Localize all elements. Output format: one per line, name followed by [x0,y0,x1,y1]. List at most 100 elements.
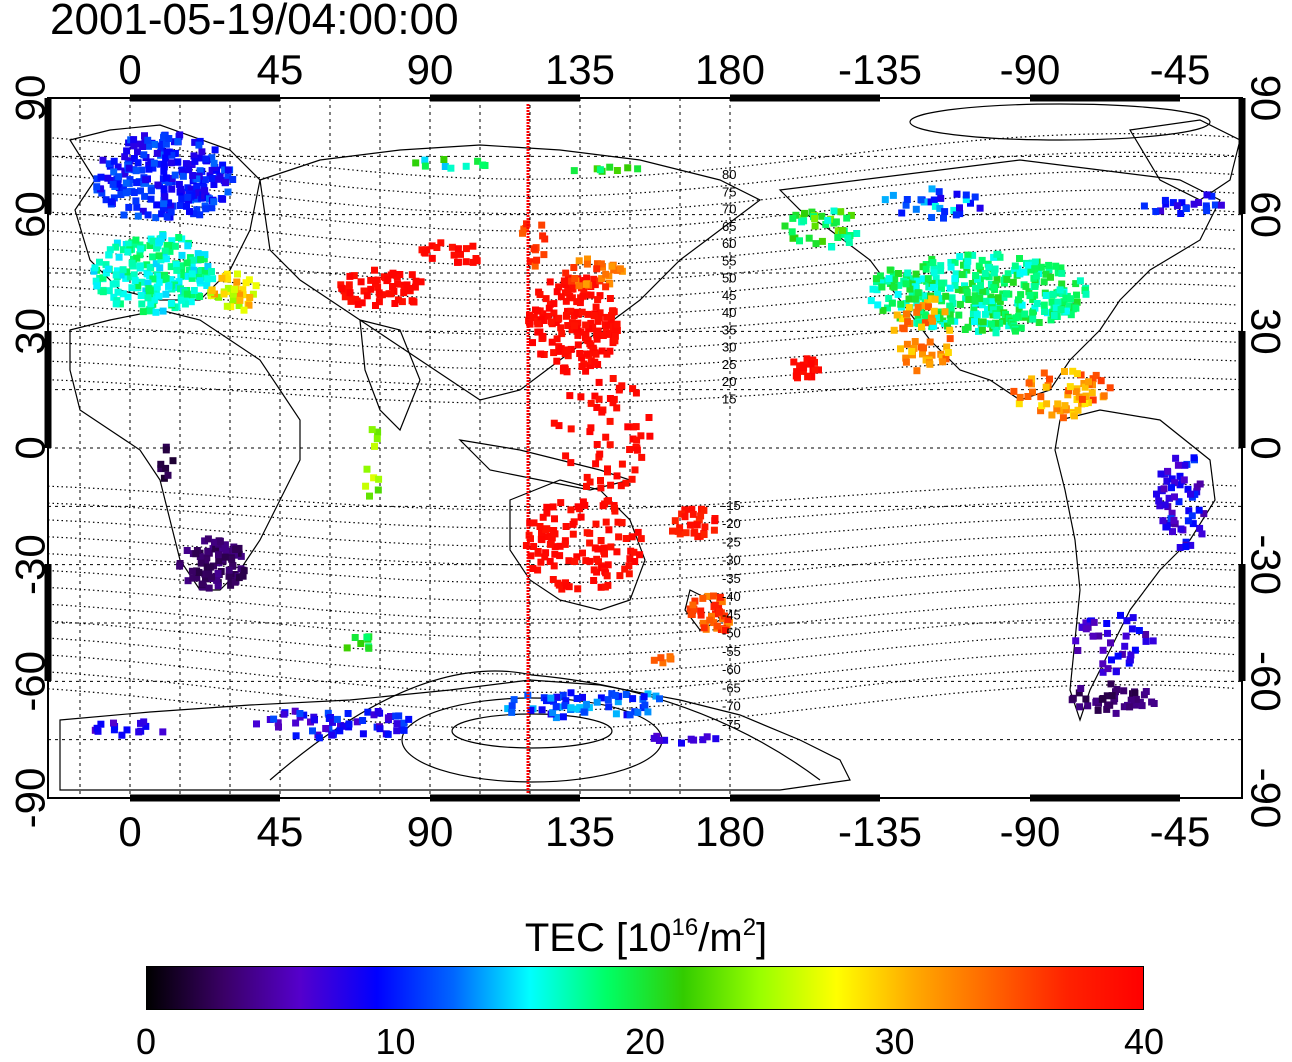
tec-point [688,505,696,513]
tec-point [944,322,951,330]
tec-point [1152,208,1160,215]
maglat-label: 30 [722,340,736,355]
tec-point [1020,268,1028,276]
tec-point [105,160,113,168]
tec-point [519,229,526,237]
tec-point [553,693,561,701]
tec-point [138,278,146,286]
tec-point [687,735,695,743]
tec-point [389,283,396,290]
tec-point [132,236,140,244]
tec-point [976,266,984,274]
tec-point [130,155,138,162]
tec-point [110,726,118,734]
tec-point [951,275,959,283]
tec-point [1094,706,1102,714]
tec-point [1027,266,1035,274]
tec-point [935,188,943,196]
tec-point [971,193,979,201]
tec-point [594,327,602,335]
tec-point [360,287,368,295]
tec-point [384,730,392,738]
tec-point [954,286,962,293]
tec-point [587,362,594,370]
tec-point [975,327,982,335]
tec-point [1126,656,1134,664]
tec-point [550,562,558,570]
tec-point [551,543,559,551]
tec-point [582,700,590,708]
tec-point [522,542,530,549]
tec-point [1047,316,1055,324]
tec-point [701,523,709,531]
tec-point [976,204,984,212]
tec-point [1040,369,1048,377]
magnetic-latitude-labels: 80 75 70 65 60 55 50 45 40 35 30 25 20 15 -15 -20 -25 -30… [722,167,741,732]
tec-point [994,294,1002,302]
tec-point [700,531,708,538]
tec-point [112,271,120,279]
tec-world-map: 0 45 90 135 180 -135 -90 -45 0 45 90 135 180 -135 -90… [7,46,1290,855]
tec-point [914,303,922,311]
tec-point [193,183,201,190]
tec-point [603,313,611,321]
tec-point [175,278,183,286]
tec-point [583,529,591,537]
tec-point [118,731,126,739]
tec-point [1081,286,1089,294]
tec-point [914,276,922,284]
tec-point [454,258,461,266]
tec-point [359,730,367,738]
tec-point [157,465,165,473]
tec-point [325,715,333,722]
tec-point [270,715,278,723]
tec-point [1195,199,1202,206]
tec-point [275,723,282,731]
tec-point [958,271,966,278]
tec-point [543,509,551,517]
tec-point [939,358,947,366]
tec-point [142,722,150,730]
tec-point [645,414,653,421]
tec-point [808,373,816,381]
tec-point [1142,688,1150,695]
tec-point [1078,623,1086,631]
tec-point [154,181,162,189]
tec-point [553,335,561,343]
coastline-africa [69,309,301,591]
tec-point [590,275,598,283]
tec-point [421,162,429,170]
tec-point [614,518,622,526]
tec-point [208,573,216,581]
tec-point [93,282,101,290]
tec-point [1089,396,1097,404]
tec-point [343,644,351,652]
tec-point [803,355,811,363]
tec-point [578,363,586,370]
tec-point [1069,694,1077,702]
tec-point [354,300,362,308]
tec-point [160,200,168,208]
tec-point [137,245,145,253]
tec-point [105,251,113,259]
tec-point [631,558,639,565]
tec-point [801,209,808,217]
tec-point [1054,269,1062,277]
tec-point [1104,701,1112,709]
tec-point [462,162,470,170]
tec-point [1040,301,1048,309]
tec-point [1138,702,1146,710]
tec-point [874,301,882,309]
tec-point [372,302,379,309]
tec-point [202,575,209,583]
tec-point [182,160,190,168]
tec-point [589,323,596,331]
maglat-curve [47,301,1237,335]
tec-point [329,718,336,726]
tec-point [159,232,167,240]
tec-point [693,521,701,529]
tec-point [1148,698,1156,706]
tec-point [391,300,399,307]
tec-point [417,278,425,286]
tec-point [571,558,579,565]
